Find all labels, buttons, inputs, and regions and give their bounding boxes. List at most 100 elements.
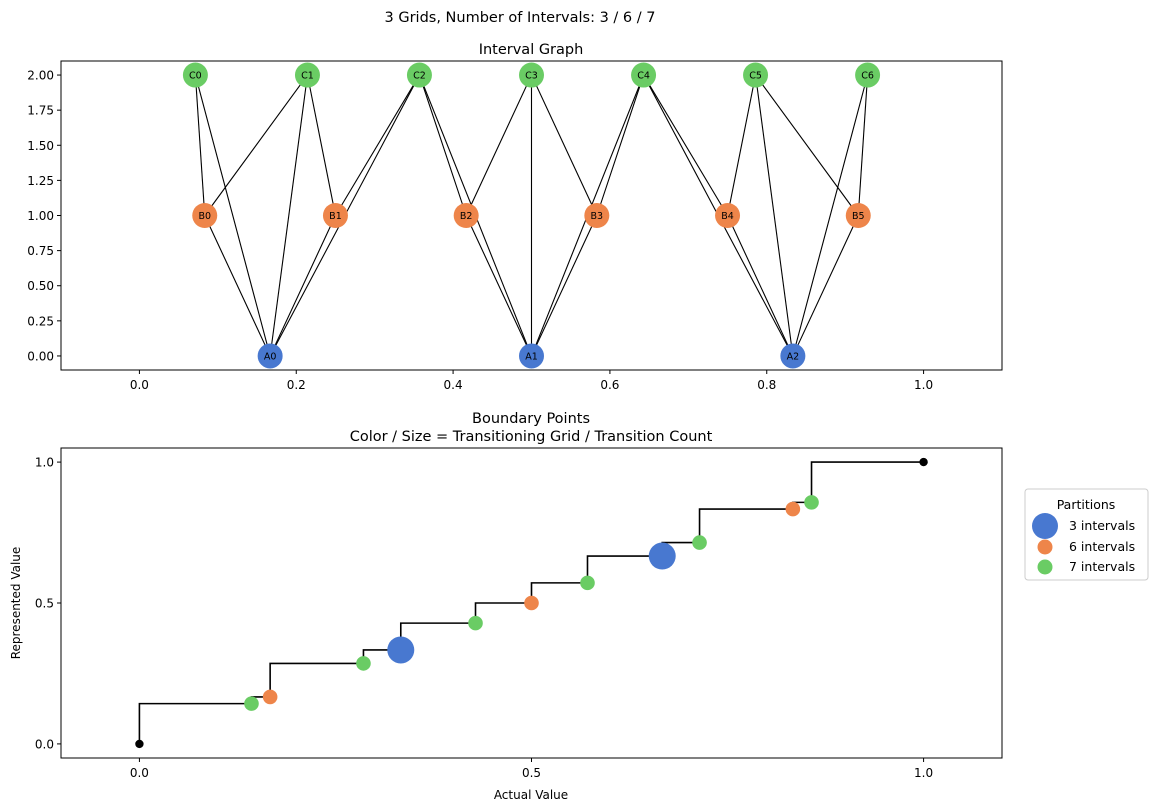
boundary-point-7 [648, 542, 676, 570]
interval-graph-axes: Interval Graph A0 A1 A2 B0 B1 B2 B3 B4 B5 C0 C1 C2 C… [27, 42, 1003, 392]
boundary-point-8 [692, 535, 707, 550]
boundary-point-1 [262, 689, 278, 705]
y-axis-label: Represented Value [9, 547, 23, 660]
graph-edge-B4-C5 [727, 74, 757, 216]
graph-node-B4 [715, 203, 741, 228]
graph-node-C2 [406, 62, 432, 88]
graph-edges [194, 74, 869, 357]
legend-marker-3-intervals [1032, 513, 1058, 539]
x-tick-label: 0.4 [444, 378, 463, 392]
graph-edge-A1-B3 [531, 215, 598, 357]
graph-node-B5 [845, 203, 871, 228]
x-tick-label: 0.6 [600, 378, 619, 392]
graph-edge-A2-B4 [727, 215, 794, 357]
boundary-point-10 [804, 495, 819, 510]
y-tick-label: 0.25 [27, 314, 54, 328]
graph-edge-A0-B0 [204, 215, 271, 357]
figure-suptitle: 3 Grids, Number of Intervals: 3 / 6 / 7 [385, 10, 656, 26]
x-tick-label: 0.5 [522, 766, 541, 780]
graph-edge-B1-C2 [334, 74, 420, 216]
graph-node-label-C5: C5 [749, 71, 762, 82]
graph-node-B2 [453, 203, 479, 228]
graph-edge-A0-B1 [269, 215, 336, 357]
graph-node-label-B5: B5 [852, 211, 865, 222]
boundary-point-6 [580, 575, 595, 591]
graph-edge-B2-C3 [465, 74, 532, 216]
y-tick-label: 1.00 [27, 209, 54, 223]
y-tick-label: 0.0 [35, 737, 54, 751]
graph-edge-B0-C0 [194, 75, 206, 216]
legend-marker-6-intervals [1037, 539, 1053, 555]
graph-edge-A2-C5 [754, 74, 794, 357]
graph-edge-B0-C1 [204, 74, 308, 216]
graph-node-label-A2: A2 [787, 351, 800, 362]
boundary-points-title: Boundary Points [472, 411, 590, 427]
boundary-points-subtitle: Color / Size = Transitioning Grid / Tran… [350, 429, 713, 445]
graph-edge-A1-B2 [465, 215, 532, 357]
y-tick-label: 1.75 [27, 104, 54, 118]
graph-node-label-C4: C4 [637, 71, 650, 82]
x-tick-label: 1.0 [914, 378, 933, 392]
graph-node-label-B0: B0 [198, 211, 211, 222]
graph-node-label-B3: B3 [591, 211, 604, 222]
graph-node-B0 [192, 203, 218, 228]
graph-node-A2 [780, 343, 806, 369]
graph-edge-B3-C4 [596, 74, 645, 216]
interval-graph-y-ticks: 0.00 0.25 0.50 0.75 1.00 1.25 1.50 1.75 2.00 [27, 69, 61, 363]
graph-node-C5 [743, 62, 769, 88]
graph-edge-B5-C6 [857, 75, 869, 216]
x-axis-label: Actual Value [494, 788, 568, 802]
graph-node-C1 [294, 62, 320, 88]
x-tick-label: 0.8 [757, 378, 776, 392]
boundary-point-0 [244, 696, 259, 711]
graph-node-C3 [519, 62, 544, 88]
boundary-points-axes: Boundary Points Color / Size = Transitio… [9, 411, 1149, 802]
graph-node-C4 [631, 62, 657, 88]
interval-graph-x-ticks: 0.0 0.2 0.4 0.6 0.8 1.0 [130, 370, 933, 392]
boundary-point-9 [785, 501, 801, 517]
graph-node-A0 [257, 343, 283, 369]
boundary-point-4 [468, 615, 483, 631]
legend-label-7-intervals: 7 intervals [1069, 559, 1135, 574]
legend-label-3-intervals: 3 intervals [1069, 518, 1135, 533]
graph-edge-A0-C0 [194, 74, 271, 357]
graph-node-C0 [182, 62, 208, 88]
graph-node-A1 [519, 343, 544, 369]
y-tick-label: 2.00 [27, 69, 54, 83]
x-tick-label: 0.2 [287, 378, 306, 392]
legend: Partitions 3 intervals 6 intervals 7 int… [1024, 488, 1149, 581]
graph-node-label-C3: C3 [525, 71, 538, 82]
graph-edge-B5-C5 [755, 74, 859, 216]
endpoint-0 [135, 739, 144, 749]
y-tick-label: 1.0 [35, 456, 54, 470]
boundary-point-5 [524, 595, 539, 611]
graph-node-B1 [322, 203, 348, 228]
graph-edge-B3-C3 [531, 74, 598, 216]
graph-node-B3 [584, 203, 610, 228]
graph-node-label-B2: B2 [460, 211, 473, 222]
graph-node-label-C1: C1 [301, 71, 314, 82]
graph-node-label-B1: B1 [329, 211, 342, 222]
y-tick-label: 0.00 [27, 349, 54, 363]
y-tick-label: 0.75 [27, 244, 54, 258]
boundary-point-2 [356, 656, 371, 671]
graph-edge-B4-C4 [643, 74, 729, 216]
graph-nodes: A0 A1 A2 B0 B1 B2 B3 B4 B5 C0 C1 C2 C3 C4 C5 C6 [182, 62, 881, 369]
y-tick-label: 1.50 [27, 139, 54, 153]
graph-node-label-C6: C6 [861, 71, 874, 82]
x-tick-label: 0.0 [130, 766, 149, 780]
legend-frame [1024, 488, 1149, 581]
graph-edge-B1-C1 [306, 74, 336, 216]
graph-node-label-A0: A0 [264, 351, 277, 362]
boundary-points-y-ticks: 0.0 0.5 1.0 [35, 456, 61, 751]
y-tick-label: 0.5 [35, 597, 54, 611]
graph-node-label-C0: C0 [189, 71, 202, 82]
boundary-point-3 [387, 636, 415, 664]
legend-label-6-intervals: 6 intervals [1069, 539, 1135, 554]
boundary-points [135, 457, 928, 749]
graph-node-C6 [855, 62, 881, 88]
graph-node-label-A1: A1 [525, 351, 538, 362]
endpoint-1 [919, 457, 928, 467]
interval-graph-title: Interval Graph [479, 42, 584, 58]
